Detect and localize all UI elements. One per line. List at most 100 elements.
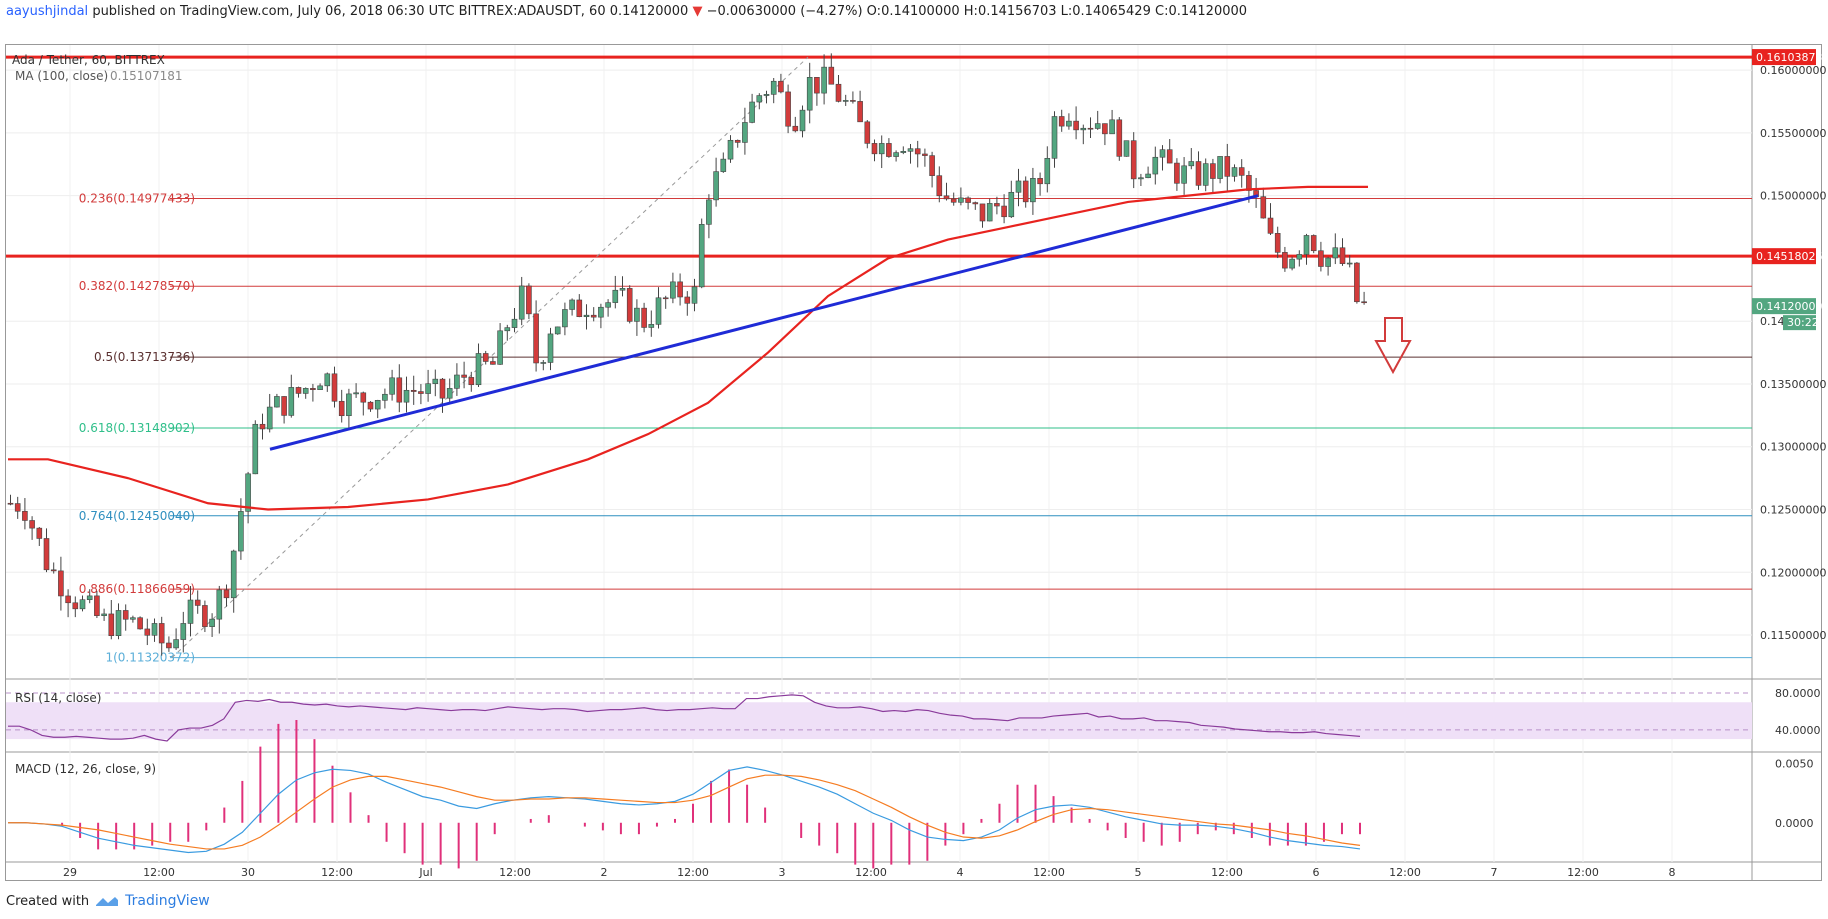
candle-body <box>965 197 971 203</box>
candle-body <box>1080 127 1087 131</box>
candle-body <box>281 396 287 416</box>
candle-body <box>425 383 431 394</box>
candle-body <box>86 595 93 601</box>
author-link[interactable]: aayushjindal <box>6 4 89 19</box>
candle-body <box>209 618 215 627</box>
candle-body <box>814 77 820 94</box>
ohlc-open: 0.14100000 <box>881 4 960 19</box>
published-text: published on TradingView.com, July 06, 2… <box>92 4 455 19</box>
candle-body <box>1001 205 1007 218</box>
candle-body <box>50 569 57 572</box>
candle-body <box>893 152 899 157</box>
chart-frame[interactable] <box>5 44 1822 881</box>
candle-body <box>29 520 35 529</box>
ohlc-close: 0.14120000 <box>1168 4 1248 19</box>
candle-body <box>130 617 136 620</box>
rsi-band <box>6 702 1752 740</box>
candle-body <box>396 377 403 403</box>
macd-tick-label: 0.0050 <box>1775 757 1814 770</box>
candle-body <box>1094 123 1101 129</box>
candle-body <box>367 401 374 410</box>
candle-body <box>785 91 791 127</box>
candle-body <box>36 527 43 539</box>
price-change: −0.00630000 (−4.27%) <box>706 4 863 19</box>
candle-body <box>202 605 208 627</box>
candle-body <box>1354 262 1360 303</box>
candle-body <box>511 318 518 328</box>
candle-body <box>1282 252 1288 269</box>
candle-body <box>122 610 129 620</box>
candle-body <box>1145 173 1151 179</box>
candle-body <box>1361 301 1367 304</box>
candle-body <box>497 330 503 365</box>
candle-body <box>1138 177 1144 180</box>
candle-body <box>1195 161 1202 186</box>
down-arrow-icon <box>1374 317 1412 375</box>
macd-line <box>8 766 1361 854</box>
fib-level-label: 0.5(0.13713736) <box>94 350 195 364</box>
candle-body <box>454 374 460 389</box>
candle-body <box>252 423 259 475</box>
tradingview-logo-icon <box>96 897 119 906</box>
candle-body <box>331 373 338 402</box>
candle-body <box>562 309 568 328</box>
macd-tick-label: 0.0000 <box>1775 817 1814 830</box>
y-tick-label: 0.12500000 <box>1760 504 1826 517</box>
candle-body <box>749 101 755 123</box>
candle-body <box>914 148 921 155</box>
candle-body <box>382 393 388 401</box>
candle-body <box>72 602 79 610</box>
rsi-tick-label: 40.0000 <box>1775 724 1821 737</box>
candle-body <box>166 642 172 649</box>
candle-body <box>770 80 777 95</box>
x-tick-label: 12:00 <box>1033 866 1065 879</box>
candle-body <box>7 502 14 505</box>
candle-body <box>403 389 410 403</box>
candle-body <box>1058 116 1065 127</box>
tradingview-brand[interactable]: TradingView <box>125 893 210 909</box>
candle-body <box>1202 163 1209 186</box>
candle-body <box>302 388 309 394</box>
indicator-label: MA (100, close) <box>15 69 108 83</box>
price-tag-bg <box>1752 248 1816 265</box>
fib-level-label: 1(0.11320372) <box>105 651 195 665</box>
candle-body <box>324 373 331 387</box>
countdown-bg <box>1783 315 1816 331</box>
candle-body <box>410 389 417 392</box>
ohlc-high-key: H: <box>963 4 978 19</box>
candle-body <box>245 473 251 512</box>
candle-body <box>857 101 863 123</box>
candle-body <box>1246 175 1252 191</box>
candle-body <box>677 281 683 298</box>
candle-body <box>590 314 597 318</box>
y-tick-label: 0.16000000 <box>1760 64 1826 77</box>
price-tag-bg <box>1752 49 1816 66</box>
candle-body <box>547 333 554 363</box>
candle-body <box>274 396 280 408</box>
candle-body <box>533 313 539 364</box>
candle-body <box>670 281 676 299</box>
candle-body <box>79 599 86 610</box>
candle-body <box>108 613 115 636</box>
created-with-label: Created with <box>6 893 90 909</box>
candle-body <box>144 628 151 636</box>
rsi-tick-label: 80.0000 <box>1775 687 1821 700</box>
candle-body <box>871 143 878 155</box>
candle-body <box>1073 120 1079 131</box>
candle-body <box>1325 257 1331 267</box>
countdown-label: 30:22 <box>1787 316 1819 329</box>
candle-body <box>115 610 122 636</box>
x-tick-label: 12:00 <box>1211 866 1243 879</box>
candle-body <box>929 155 935 176</box>
candle-body <box>1217 156 1223 179</box>
candle-body <box>684 296 691 304</box>
candle-body <box>1116 119 1123 157</box>
candle-body <box>353 392 359 395</box>
candle-body <box>907 148 914 152</box>
candle-body <box>1339 247 1346 264</box>
candle-body <box>806 77 813 111</box>
candle-body <box>576 299 583 318</box>
candle-body <box>158 623 165 644</box>
symbol-label: BITTREX:ADAUSDT, 60 <box>458 4 606 19</box>
